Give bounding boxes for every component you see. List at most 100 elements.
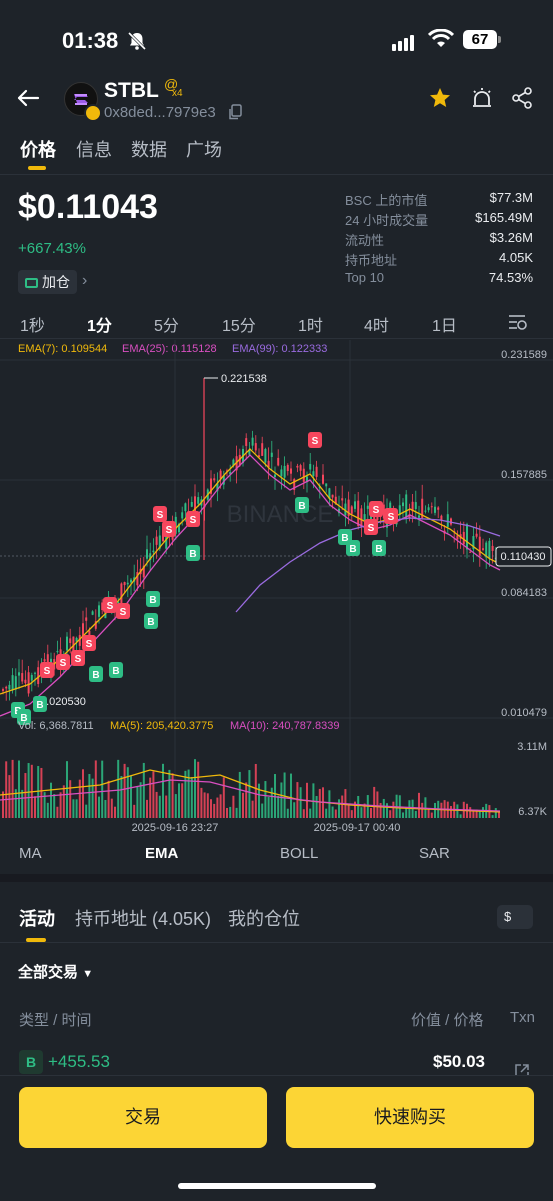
- add-position-button[interactable]: 加仓: [18, 270, 77, 294]
- candle-body: [101, 602, 104, 611]
- timeframe-1s[interactable]: 1秒: [20, 318, 45, 335]
- tab-my-positions[interactable]: 我的仓位: [228, 909, 300, 929]
- column-type-time: 类型 / 时间: [19, 1012, 92, 1029]
- timeframe-15m[interactable]: 15分: [222, 318, 256, 335]
- indicator-ema[interactable]: EMA: [145, 845, 179, 862]
- timeframe-5m[interactable]: 5分: [154, 318, 179, 335]
- volume-bar: [85, 804, 88, 818]
- volume-bar: [357, 795, 360, 818]
- candle-body: [245, 438, 248, 446]
- tab-activity[interactable]: 活动: [19, 909, 55, 929]
- volume-bar: [24, 773, 27, 818]
- candle-body: [434, 506, 436, 513]
- chart-settings-icon[interactable]: [507, 312, 529, 332]
- candle-body: [482, 548, 484, 550]
- volume-bar: [5, 761, 8, 818]
- volume-bar: [280, 782, 283, 818]
- volume-bar: [56, 806, 59, 818]
- candle-body: [456, 535, 459, 540]
- sell-marker: [82, 635, 96, 651]
- favorite-star-icon[interactable]: [428, 86, 452, 110]
- volume-bar: [59, 792, 62, 818]
- candle-body: [2, 689, 4, 691]
- stat-label: 持币地址: [345, 253, 398, 268]
- volume-bar: [242, 792, 244, 818]
- volume-bar: [184, 770, 187, 818]
- volume-bar: [155, 791, 158, 818]
- timeframe-1h[interactable]: 1时: [298, 318, 323, 335]
- timeframe-1m[interactable]: 1分: [87, 318, 112, 335]
- volume-bar: [88, 774, 91, 818]
- time-axis-label: 2025-09-16 23:27: [132, 822, 219, 834]
- volume-bar: [363, 803, 366, 818]
- indicator-boll[interactable]: BOLL: [280, 845, 319, 862]
- indicator-ma[interactable]: MA: [19, 845, 42, 862]
- volume-bar: [120, 776, 123, 818]
- candle-body: [293, 479, 296, 490]
- currency-toggle[interactable]: $: [497, 905, 533, 929]
- volume-bar: [142, 762, 145, 818]
- volume-bar: [34, 796, 36, 818]
- tab-square[interactable]: 广场: [186, 140, 222, 160]
- back-arrow-icon[interactable]: [16, 88, 40, 108]
- tab-price[interactable]: 价格: [20, 140, 56, 160]
- sell-marker: [40, 662, 54, 678]
- bell-off-icon: [127, 31, 147, 51]
- candlestick-chart[interactable]: 0.231589 0.157885 0.084183 0.010479 BINANCE 0…: [0, 340, 553, 840]
- current-price-tag-text: 0.110430: [500, 551, 545, 563]
- quick-buy-button[interactable]: 快速购买: [286, 1087, 534, 1148]
- sell-marker-label: S: [312, 436, 319, 447]
- candle-body: [248, 449, 251, 455]
- volume-bar: [430, 812, 433, 818]
- volume-bar: [264, 781, 267, 818]
- volume-bar: [158, 795, 161, 818]
- price-axis-label: 0.157885: [501, 469, 547, 481]
- volume-bar: [126, 767, 129, 818]
- tab-holders[interactable]: 持币地址 (4.05K): [75, 909, 212, 929]
- filter-dropdown[interactable]: 全部交易 ▼: [18, 961, 93, 982]
- volume-bar: [302, 809, 305, 818]
- volume-bar: [37, 766, 40, 818]
- stat-label: 流动性: [345, 233, 385, 248]
- mention-badge[interactable]: @: [164, 76, 179, 92]
- copy-icon[interactable]: [228, 104, 242, 120]
- candle-body: [402, 502, 404, 507]
- mention-count: x4: [172, 88, 183, 99]
- candle-body: [165, 537, 168, 549]
- candle-body: [325, 483, 328, 487]
- buy-marker: [144, 613, 158, 629]
- timeframe-1d[interactable]: 1日: [432, 318, 457, 335]
- buy-marker: [89, 666, 103, 682]
- price-alert-icon[interactable]: [470, 86, 494, 110]
- volume-bar: [376, 791, 379, 818]
- indicator-sar[interactable]: SAR: [419, 845, 450, 862]
- buy-marker-label: B: [189, 549, 196, 560]
- buy-marker: [186, 545, 200, 561]
- candle-body: [88, 630, 91, 637]
- volume-bar: [450, 806, 452, 818]
- volume-bar: [139, 782, 142, 818]
- candle-body: [229, 472, 232, 475]
- volume-bar: [251, 800, 254, 818]
- trade-button[interactable]: 交易: [19, 1087, 267, 1148]
- contract-address[interactable]: 0x8ded...7979e3: [104, 104, 216, 121]
- volume-bar: [219, 794, 222, 818]
- candle-body: [485, 542, 488, 558]
- share-icon[interactable]: [510, 86, 534, 110]
- volume-bar: [286, 808, 289, 818]
- sell-marker: [308, 432, 322, 448]
- volume-bar: [27, 763, 30, 818]
- caret-down-icon: ▼: [82, 968, 94, 980]
- current-price: $0.11043: [18, 188, 158, 226]
- tab-info[interactable]: 信息: [76, 140, 112, 160]
- candle-body: [328, 488, 331, 499]
- buy-marker-label: B: [20, 713, 27, 724]
- volume-bar: [98, 796, 100, 818]
- candle-body: [5, 686, 8, 689]
- timeframe-4h[interactable]: 4时: [364, 318, 389, 335]
- current-price-tag: [495, 546, 552, 567]
- tab-data[interactable]: 数据: [131, 140, 167, 160]
- volume-bar: [456, 804, 459, 818]
- chevron-right-icon[interactable]: ›: [82, 272, 88, 289]
- volume-bar: [245, 782, 248, 818]
